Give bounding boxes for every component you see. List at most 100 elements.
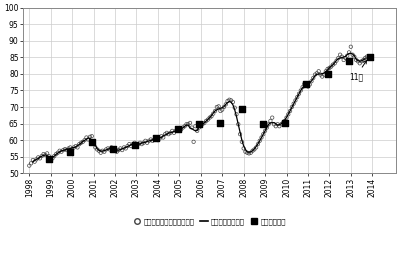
Point — [156, 136, 163, 141]
Point — [74, 145, 81, 150]
Point — [266, 122, 272, 126]
Point — [88, 134, 95, 138]
Point — [308, 79, 315, 83]
Point — [276, 124, 282, 128]
Point — [317, 72, 324, 77]
Point — [78, 141, 84, 145]
Point — [271, 122, 277, 126]
Point — [53, 152, 59, 156]
Point — [139, 142, 145, 146]
Point — [258, 135, 265, 140]
Point — [132, 141, 138, 145]
Point — [344, 54, 350, 58]
Point — [324, 67, 331, 71]
Point — [219, 108, 225, 112]
Point — [28, 161, 34, 166]
Point — [278, 122, 284, 126]
Point — [262, 129, 268, 133]
Point — [256, 139, 263, 143]
Point — [367, 55, 374, 60]
Point — [40, 152, 47, 156]
Point — [144, 141, 150, 145]
Point — [115, 148, 122, 152]
Point — [269, 116, 276, 120]
Text: 11月: 11月 — [349, 61, 366, 81]
Point — [282, 121, 288, 125]
Point — [244, 151, 250, 155]
Point — [274, 122, 281, 126]
Point — [192, 124, 198, 128]
Point — [71, 145, 77, 150]
Point — [272, 124, 279, 128]
Point — [96, 149, 102, 153]
Point — [360, 58, 366, 62]
Point — [283, 116, 290, 120]
Point — [323, 69, 329, 73]
Point — [162, 132, 168, 136]
Point — [117, 146, 124, 151]
Point — [356, 61, 363, 65]
Point — [174, 126, 181, 131]
Point — [312, 72, 318, 77]
Point — [240, 146, 247, 151]
Point — [76, 142, 82, 146]
Point — [62, 147, 68, 151]
Point — [67, 145, 74, 150]
Point — [155, 138, 161, 142]
Point — [58, 150, 65, 154]
Point — [194, 129, 200, 133]
Point — [160, 135, 166, 140]
Point — [233, 112, 240, 116]
Point — [182, 124, 188, 128]
Point — [164, 131, 170, 135]
Point — [56, 149, 63, 153]
Point — [246, 151, 252, 156]
Point — [37, 156, 43, 160]
Point — [298, 88, 304, 93]
Point — [217, 121, 224, 125]
Point — [51, 154, 58, 158]
Point — [346, 58, 352, 63]
Point — [42, 153, 48, 157]
Point — [124, 144, 131, 148]
Point — [332, 61, 338, 65]
Point — [174, 127, 181, 132]
Point — [171, 131, 177, 135]
Point — [299, 85, 306, 89]
Point — [103, 147, 109, 152]
Point — [153, 136, 159, 141]
Point — [364, 54, 370, 59]
Point — [221, 105, 227, 109]
Point — [326, 66, 332, 70]
Point — [285, 112, 292, 116]
Point — [149, 139, 156, 143]
Point — [224, 99, 231, 103]
Point — [228, 98, 234, 103]
Point — [196, 121, 202, 126]
Point — [121, 145, 127, 150]
Point — [296, 92, 302, 96]
Point — [294, 95, 300, 99]
Point — [264, 125, 270, 130]
Point — [105, 146, 111, 151]
Point — [301, 82, 308, 86]
Point — [135, 142, 142, 146]
Point — [122, 146, 129, 151]
Point — [321, 72, 327, 77]
Point — [239, 140, 245, 144]
Point — [178, 127, 184, 132]
Point — [289, 105, 295, 109]
Point — [340, 58, 347, 62]
Point — [358, 59, 365, 64]
Point — [126, 142, 132, 146]
Point — [319, 74, 326, 79]
Point — [210, 112, 216, 116]
Point — [92, 145, 98, 150]
Point — [110, 147, 116, 152]
Point — [49, 156, 56, 160]
Point — [65, 146, 72, 151]
Point — [230, 100, 236, 104]
Point — [110, 146, 116, 151]
Point — [333, 58, 340, 63]
Point — [46, 154, 52, 158]
